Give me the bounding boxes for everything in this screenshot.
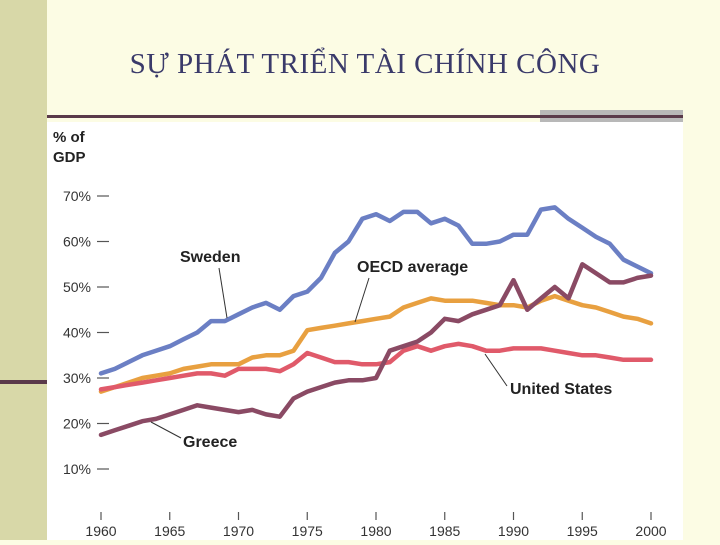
x-tick-label: 1970 — [223, 523, 254, 539]
label-leader-line — [150, 421, 182, 439]
x-tick-label: 1990 — [498, 523, 529, 539]
y-tick-label: 70% — [63, 188, 91, 204]
y-tick-label: 40% — [63, 325, 91, 341]
x-tick-label: 1985 — [429, 523, 460, 539]
y-tick-label: 20% — [63, 416, 91, 432]
left-decor-band — [0, 0, 47, 540]
x-tick-label: 1980 — [360, 523, 391, 539]
series-lines — [98, 205, 654, 438]
left-decor-line — [0, 380, 50, 384]
y-tick-label: 50% — [63, 279, 91, 295]
y-tick-label: 60% — [63, 234, 91, 250]
series-line-greece — [98, 262, 654, 438]
y-axis-label-line1: % of — [53, 129, 86, 146]
series-line-sweden — [98, 205, 654, 376]
label-leader-line — [354, 277, 370, 323]
y-axis-ticks: 10% 20% 30% 40% 50% 60% 70% — [63, 188, 109, 477]
series-line-us — [98, 341, 654, 392]
x-tick-label: 1965 — [154, 523, 185, 539]
series-label-oecd: OECD average — [357, 259, 468, 276]
x-axis-ticks: 1960 1965 1970 1975 1980 1985 1990 1995 2000 — [85, 512, 667, 539]
government-spending-chart: % of GDP 10%20%30%40%50%60%70% 1960 1965 1… — [53, 129, 667, 539]
series-label-sweden: Sweden — [180, 249, 240, 266]
series-line-oecd — [98, 293, 654, 394]
x-tick-label: 1960 — [85, 523, 116, 539]
x-tick-label: 1975 — [292, 523, 323, 539]
title-rule — [47, 115, 683, 118]
label-leader-line — [218, 267, 228, 319]
y-tick-label: 10% — [63, 461, 91, 477]
x-tick-label: 2000 — [635, 523, 666, 539]
slide-title: SỰ PHÁT TRIỂN TÀI CHÍNH CÔNG — [129, 48, 601, 80]
x-tick-label: 1995 — [567, 523, 598, 539]
y-axis-label-line2: GDP — [53, 149, 86, 166]
series-label-leaders — [150, 267, 508, 439]
label-leader-line — [484, 353, 508, 387]
y-tick-label: 30% — [63, 370, 91, 386]
chart-panel: % of GDP 10% 20% 30% 40% 50% 60% 70% 1960 1965 1… — [47, 122, 683, 540]
series-label-greece: Greece — [183, 434, 237, 451]
series-label-united-states: United States — [510, 381, 612, 398]
